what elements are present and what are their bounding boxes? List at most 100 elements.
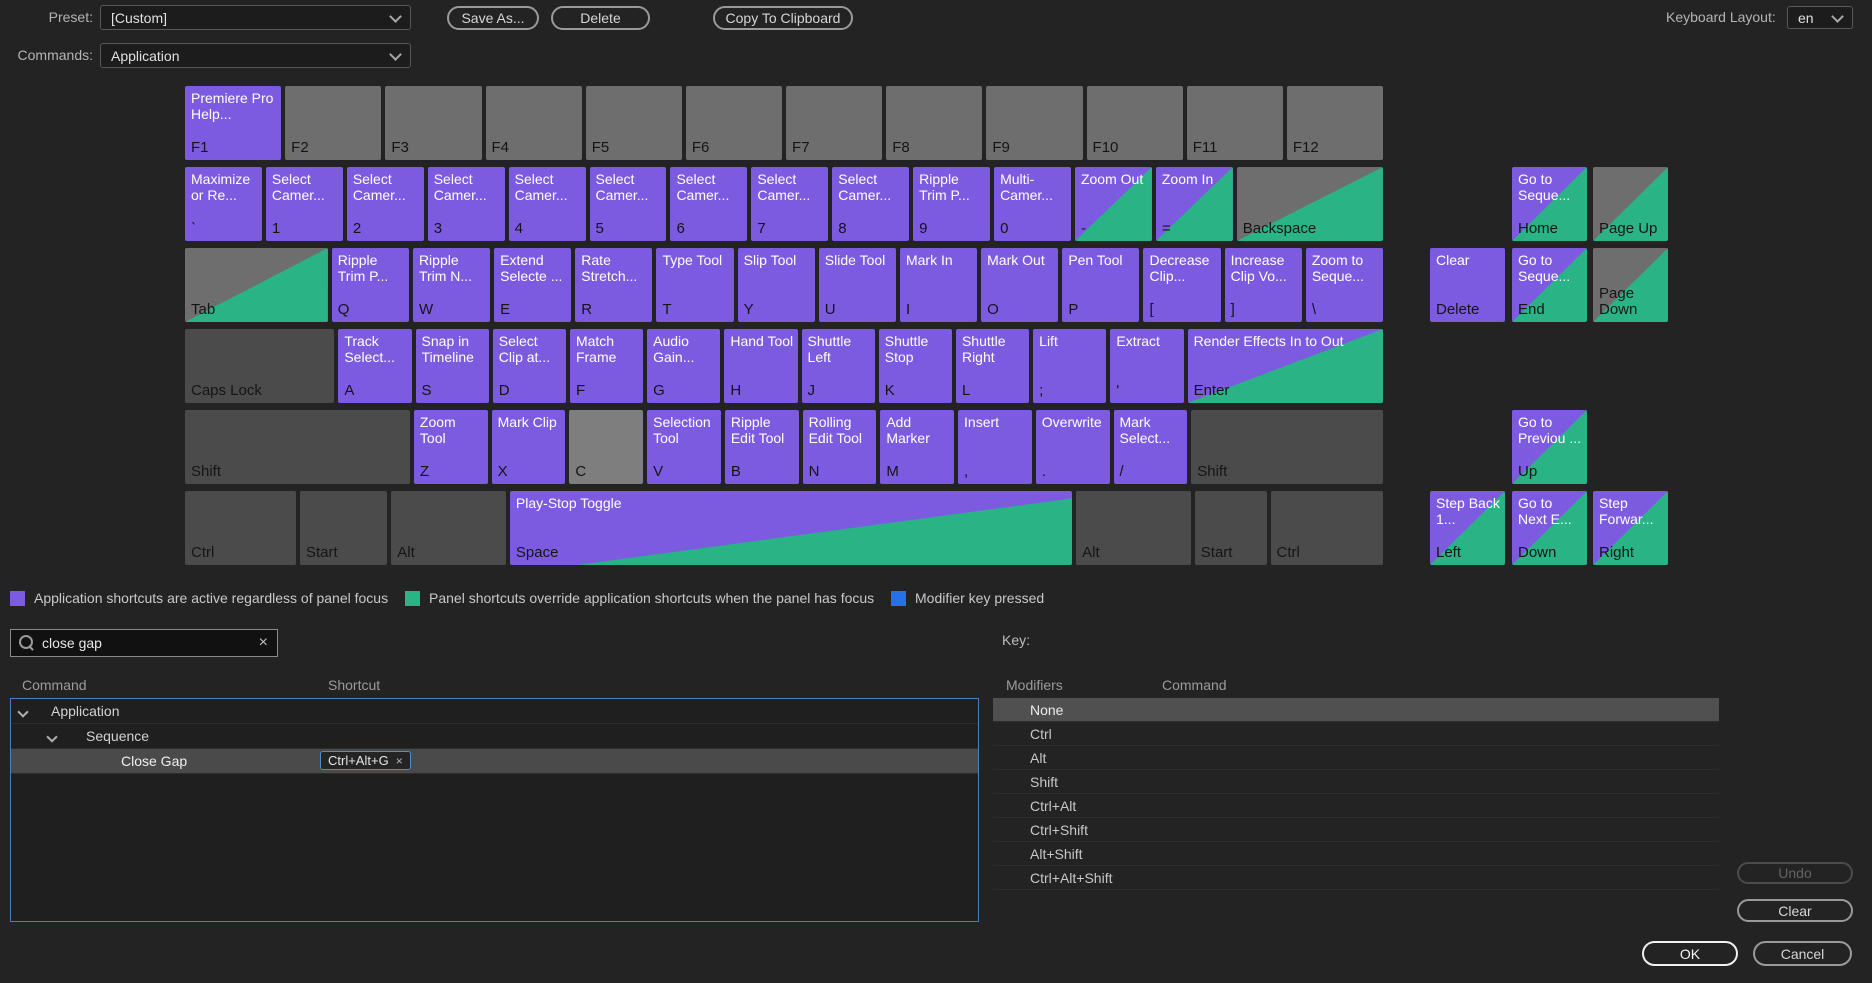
key-f1[interactable]: Premiere Pro Help... F1 (185, 86, 282, 160)
key-page-down[interactable]: Page Down (1593, 248, 1668, 322)
key-u[interactable]: Slide Tool U (818, 248, 896, 322)
key-4[interactable]: Select Camer... 4 (508, 167, 586, 241)
key-x[interactable]: Mark Clip X (491, 410, 566, 484)
key-up[interactable]: Go to Previou ... Up (1512, 410, 1587, 484)
key-f6[interactable]: F6 (685, 86, 783, 160)
key-r[interactable]: Rate Stretch... R (575, 248, 653, 322)
key-h[interactable]: Hand Tool H (724, 329, 798, 403)
tree-expand-icon[interactable] (46, 731, 58, 743)
key-i[interactable]: Mark In I (899, 248, 978, 322)
key-k[interactable]: Shuttle Stop K (878, 329, 952, 403)
key-page-up[interactable]: Page Up (1593, 167, 1668, 241)
key-f5[interactable]: F5 (585, 86, 682, 160)
key-c[interactable]: C (569, 410, 644, 484)
key-p[interactable]: Pen Tool P (1062, 248, 1140, 322)
command-row-sequence[interactable]: Sequence (11, 724, 978, 749)
key-[interactable]: Overwrite. (1035, 410, 1110, 484)
key-[interactable]: Extract ' (1110, 329, 1184, 403)
modifier-row-alt-shift[interactable]: Alt+Shift (993, 842, 1719, 866)
copy-to-clipboard-button[interactable]: Copy To Clipboard (713, 6, 853, 30)
key-f4[interactable]: F4 (485, 86, 582, 160)
key-shift[interactable]: Shift (185, 410, 410, 484)
key-[interactable]: Decrease Clip... [ (1143, 248, 1221, 322)
key-y[interactable]: Slip Tool Y (737, 248, 815, 322)
key-end[interactable]: Go to Seque... End (1512, 248, 1587, 322)
key-[interactable]: Zoom Out - (1074, 167, 1152, 241)
key-2[interactable]: Select Camer... 2 (346, 167, 424, 241)
key-m[interactable]: Add Marker M (880, 410, 955, 484)
key-space[interactable]: Play-Stop Toggle Space (509, 491, 1073, 565)
delete-preset-button[interactable]: Delete (551, 6, 650, 30)
preset-dropdown[interactable]: [Custom] (100, 5, 411, 30)
undo-button[interactable]: Undo (1737, 862, 1853, 884)
command-row-close-gap[interactable]: Close Gap Ctrl+Alt+G × (11, 749, 978, 774)
key-w[interactable]: Ripple Trim N... W (412, 248, 491, 322)
search-clear-icon[interactable]: × (258, 634, 268, 651)
key-z[interactable]: Zoom Tool Z (413, 410, 488, 484)
key-[interactable]: Zoom In = (1155, 167, 1233, 241)
key-delete[interactable]: Clear Delete (1430, 248, 1505, 322)
modifier-row-ctrl-shift[interactable]: Ctrl+Shift (993, 818, 1719, 842)
key-f12[interactable]: F12 (1286, 86, 1384, 160)
command-row-application[interactable]: Application (11, 699, 978, 724)
key-l[interactable]: Shuttle Right L (955, 329, 1030, 403)
key-d[interactable]: Select Clip at... D (492, 329, 566, 403)
key-shift[interactable]: Shift (1191, 410, 1383, 484)
key-ctrl[interactable]: Ctrl (1270, 491, 1383, 565)
key-f9[interactable]: F9 (986, 86, 1083, 160)
key-start[interactable]: Start (299, 491, 388, 565)
key-[interactable]: Zoom to Seque... \ (1305, 248, 1383, 322)
key-start[interactable]: Start (1194, 491, 1267, 565)
clear-button[interactable]: Clear (1737, 899, 1853, 922)
key-b[interactable]: Ripple Edit Tool B (724, 410, 799, 484)
keyboard-layout-dropdown[interactable]: en (1787, 6, 1853, 29)
search-input[interactable] (40, 634, 250, 652)
modifier-row-shift[interactable]: Shift (993, 770, 1719, 794)
modifier-row-alt[interactable]: Alt (993, 746, 1719, 770)
key-[interactable]: Insert, (958, 410, 1032, 484)
tree-expand-icon[interactable] (17, 706, 29, 718)
key-0[interactable]: Multi-Camer... 0 (994, 167, 1071, 241)
commands-dropdown[interactable]: Application (100, 43, 411, 68)
key-9[interactable]: Ripple Trim P... 9 (913, 167, 991, 241)
key-right[interactable]: Step Forwar... Right (1593, 491, 1668, 565)
key-5[interactable]: Select Camer... 5 (589, 167, 667, 241)
key-6[interactable]: Select Camer... 6 (670, 167, 748, 241)
shortcut-remove-icon[interactable]: × (395, 753, 403, 768)
modifier-row-ctrl[interactable]: Ctrl (993, 722, 1719, 746)
key-backspace[interactable]: Backspace (1236, 167, 1383, 241)
key-f3[interactable]: F3 (385, 86, 482, 160)
key-[interactable]: Lift; (1033, 329, 1107, 403)
shortcut-chip[interactable]: Ctrl+Alt+G × (320, 751, 411, 770)
key-3[interactable]: Select Camer... 3 (427, 167, 505, 241)
key-7[interactable]: Select Camer... 7 (751, 167, 829, 241)
key-ctrl[interactable]: Ctrl (185, 491, 296, 565)
key-alt[interactable]: Alt (1076, 491, 1191, 565)
cancel-button[interactable]: Cancel (1753, 941, 1852, 966)
key-caps-lock[interactable]: Caps Lock (185, 329, 335, 403)
key-n[interactable]: Rolling Edit Tool N (802, 410, 877, 484)
key-q[interactable]: Ripple Trim P... Q (331, 248, 409, 322)
key-s[interactable]: Snap in Timeline S (415, 329, 489, 403)
modifier-row-none[interactable]: None (993, 698, 1719, 722)
key-t[interactable]: Type Tool T (656, 248, 734, 322)
key-a[interactable]: Track Select... A (338, 329, 412, 403)
key-f7[interactable]: F7 (786, 86, 883, 160)
key-f10[interactable]: F10 (1086, 86, 1183, 160)
key-[interactable]: Maximize or Re... ` (185, 167, 262, 241)
key-v[interactable]: Selection Tool V (647, 410, 721, 484)
key-f8[interactable]: F8 (886, 86, 983, 160)
modifier-row-ctrl-alt-shift[interactable]: Ctrl+Alt+Shift (993, 866, 1719, 890)
key-f2[interactable]: F2 (285, 86, 382, 160)
key-home[interactable]: Go to Seque... Home (1512, 167, 1587, 241)
key-e[interactable]: Extend Selecte ... E (494, 248, 572, 322)
key-tab[interactable]: Tab (185, 248, 328, 322)
key-alt[interactable]: Alt (391, 491, 506, 565)
key-[interactable]: Mark Select... / (1113, 410, 1188, 484)
key-left[interactable]: Step Back 1... Left (1430, 491, 1505, 565)
key-1[interactable]: Select Camer... 1 (265, 167, 343, 241)
key-f11[interactable]: F11 (1186, 86, 1283, 160)
key-enter[interactable]: Render Effects In to Out Enter (1187, 329, 1384, 403)
key-f[interactable]: Match Frame F (569, 329, 644, 403)
save-as-button[interactable]: Save As... (447, 6, 539, 30)
